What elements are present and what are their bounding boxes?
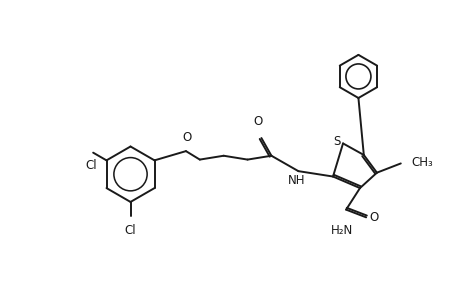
Text: H₂N: H₂N <box>331 224 353 237</box>
Text: O: O <box>369 211 379 224</box>
Text: NH: NH <box>288 174 306 187</box>
Text: Cl: Cl <box>124 224 136 237</box>
Text: CH₃: CH₃ <box>411 156 433 169</box>
Text: S: S <box>333 135 341 148</box>
Text: Cl: Cl <box>85 159 97 172</box>
Text: O: O <box>254 115 263 128</box>
Text: O: O <box>183 131 192 144</box>
